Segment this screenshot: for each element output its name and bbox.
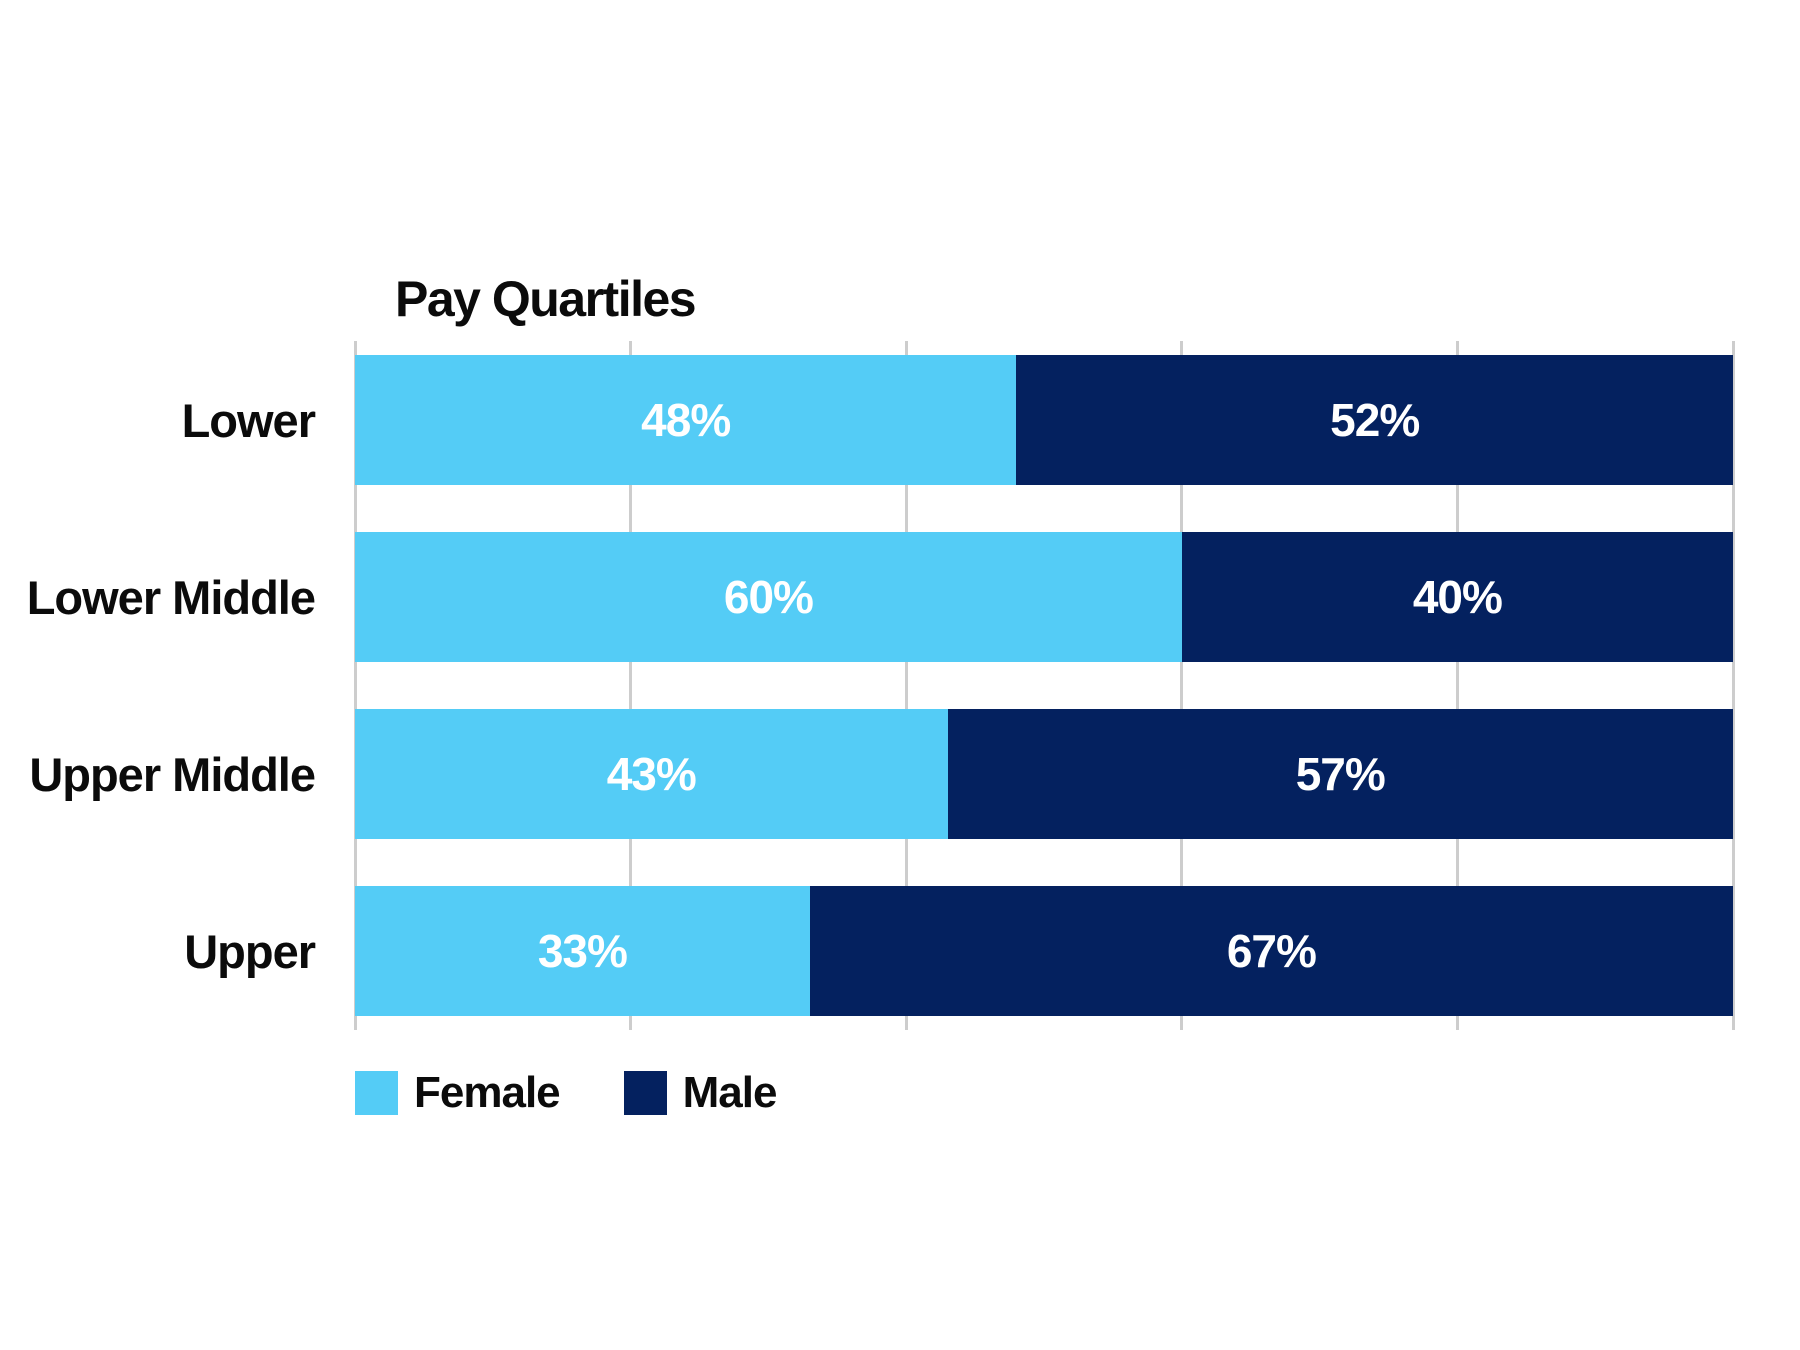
- bar-value-label-male: 67%: [1226, 925, 1317, 977]
- bar-row-upper: Upper 33% 67%: [184, 886, 1733, 1016]
- bar-value-label-female: 60%: [723, 571, 814, 623]
- row-label-lower-middle: Lower Middle: [26, 570, 316, 624]
- row-label-lower: Lower: [181, 393, 316, 447]
- gridline: [353, 341, 357, 1030]
- gridlines: [353, 341, 1735, 1030]
- bar-segment-male: 40%: [1181, 532, 1733, 662]
- bar-row-lower-middle: Lower Middle 60% 40%: [27, 532, 1733, 662]
- gridline: [629, 341, 633, 1030]
- bar-row-upper-middle: Upper Middle 43% 57%: [29, 709, 1733, 839]
- legend-label-female: Female: [414, 1068, 561, 1117]
- legend: Female Male: [355, 1068, 778, 1118]
- bar-value-label-female: 48%: [641, 394, 731, 446]
- plot-area: Lower 48% 52% Lower Middle 60% 40% Upper…: [27, 341, 1735, 1030]
- gridline: [1455, 341, 1459, 1030]
- legend-swatch-male: [623, 1071, 667, 1115]
- bar-segment-female: 60%: [355, 532, 1182, 662]
- row-label-upper-middle: Upper Middle: [29, 747, 316, 801]
- bar-value-label-female: 33%: [537, 925, 628, 977]
- gridline: [1731, 341, 1735, 1030]
- bar-value-label-male: 52%: [1330, 394, 1420, 446]
- legend-swatch-female: [355, 1071, 398, 1115]
- chart-title: Pay Quartiles: [395, 271, 697, 327]
- bar-segment-male: 52%: [1016, 355, 1733, 485]
- bar-value-label-male: 57%: [1295, 748, 1386, 800]
- bar-segment-female: 43%: [355, 709, 948, 839]
- gridline: [904, 341, 908, 1030]
- bar-rows: Lower 48% 52% Lower Middle 60% 40% Upper…: [27, 355, 1733, 1016]
- legend-item-female: Female: [355, 1068, 561, 1118]
- legend-label-male: Male: [682, 1068, 778, 1117]
- bar-segment-female: 33%: [355, 886, 810, 1016]
- bar-segment-female: 48%: [355, 355, 1017, 485]
- legend-item-male: Male: [623, 1068, 778, 1118]
- bar-segment-male: 57%: [947, 709, 1733, 839]
- bar-value-label-female: 43%: [606, 748, 697, 800]
- bar-segment-male: 67%: [809, 886, 1733, 1016]
- bar-value-label-male: 40%: [1412, 571, 1503, 623]
- row-label-upper: Upper: [184, 924, 316, 978]
- gridline: [1180, 341, 1184, 1030]
- bar-row-lower: Lower 48% 52%: [182, 355, 1733, 485]
